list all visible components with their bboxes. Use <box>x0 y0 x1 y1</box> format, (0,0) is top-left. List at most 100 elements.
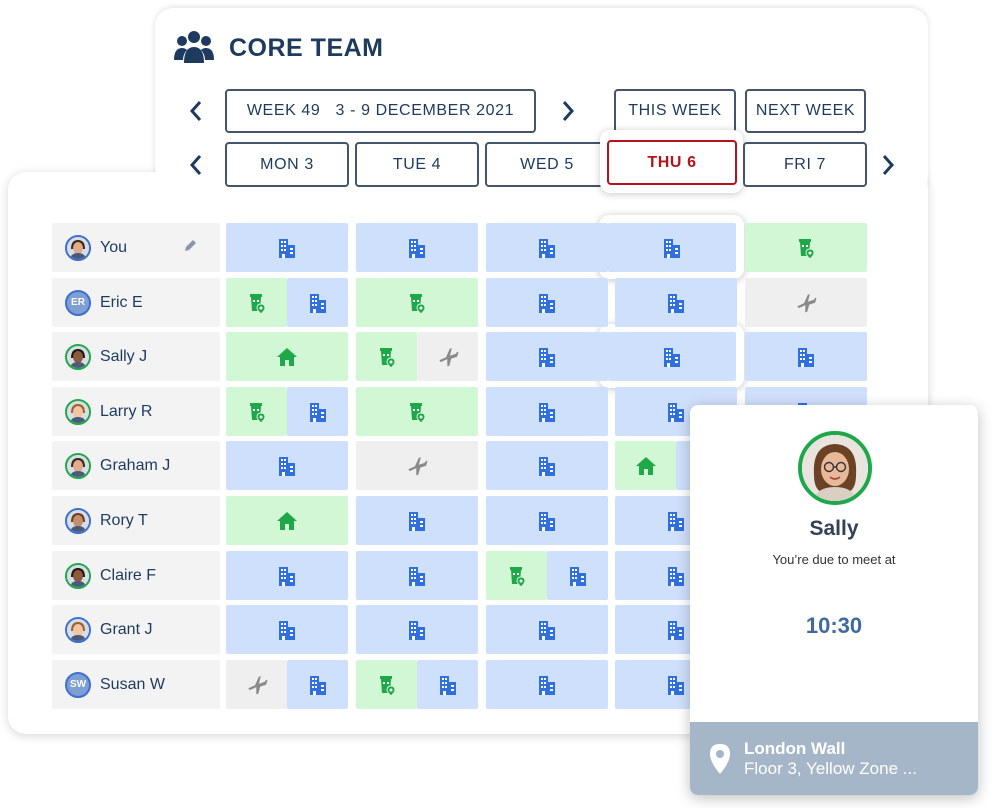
office-building-icon <box>276 619 298 641</box>
schedule-cell-home[interactable] <box>615 441 676 490</box>
person-row-label[interactable]: ER Eric E <box>52 278 220 327</box>
office-building-icon <box>536 674 558 696</box>
office-building-icon <box>661 237 683 259</box>
schedule-cell-office[interactable] <box>287 387 348 436</box>
next-week-button-text[interactable]: NEXT WEEK <box>745 89 866 133</box>
person-row-label[interactable]: Claire F <box>52 551 220 600</box>
schedule-cell-office[interactable] <box>486 387 608 436</box>
schedule-cell-office[interactable] <box>287 278 348 327</box>
schedule-cell-green-pin[interactable] <box>356 387 478 436</box>
schedule-cell-green-pin[interactable] <box>486 551 547 600</box>
schedule-cell-green-pin[interactable] <box>745 223 867 272</box>
next-days-button[interactable] <box>876 150 900 180</box>
office-building-icon <box>665 565 687 587</box>
person-row-label[interactable]: Sally J <box>52 332 220 381</box>
prev-days-button[interactable] <box>184 150 208 180</box>
schedule-cell-office[interactable] <box>486 605 608 654</box>
schedule-cell-office[interactable] <box>226 605 348 654</box>
schedule-cell-home[interactable] <box>226 496 348 545</box>
office-building-icon <box>406 619 428 641</box>
this-week-button[interactable]: THIS WEEK <box>614 89 736 133</box>
home-icon <box>276 346 298 368</box>
schedule-cell-office[interactable] <box>356 605 478 654</box>
person-photo-icon <box>802 435 868 501</box>
office-building-icon <box>665 401 687 423</box>
schedule-cell-travel[interactable] <box>226 660 287 709</box>
office-building-icon <box>665 510 687 532</box>
schedule-cell-office[interactable] <box>615 278 737 327</box>
day-tab-wed[interactable]: WED 5 <box>485 142 609 187</box>
schedule-cell-office[interactable] <box>486 278 608 327</box>
office-building-icon <box>536 292 558 314</box>
popup-location[interactable]: London Wall Floor 3, Yellow Zone ... <box>690 722 978 795</box>
schedule-cell-office[interactable] <box>486 332 608 381</box>
schedule-cell-green-pin[interactable] <box>226 278 287 327</box>
schedule-cell-office[interactable] <box>486 496 608 545</box>
person-name: Eric E <box>100 293 143 311</box>
schedule-cell-office[interactable] <box>287 660 348 709</box>
office-building-icon <box>276 565 298 587</box>
person-photo-icon <box>67 509 89 532</box>
office-building-icon <box>307 674 329 696</box>
schedule-cell-travel[interactable] <box>356 441 478 490</box>
location-building-icon <box>246 401 268 423</box>
chevron-left-icon <box>189 101 202 121</box>
person-row-label[interactable]: SW Susan W <box>52 660 220 709</box>
day-tab-thu[interactable]: THU 6 <box>607 140 737 185</box>
office-building-icon <box>536 455 558 477</box>
prev-week-button[interactable] <box>184 96 208 126</box>
avatar <box>65 616 91 643</box>
next-week-button[interactable] <box>556 96 580 126</box>
avatar <box>65 507 91 534</box>
schedule-cell-office[interactable] <box>608 332 736 381</box>
schedule-cell-office[interactable] <box>745 332 867 381</box>
person-row-label[interactable]: Larry R <box>52 387 220 436</box>
location-title: London Wall <box>744 738 846 758</box>
person-photo-icon <box>67 345 89 368</box>
schedule-cell-office[interactable] <box>226 223 348 272</box>
schedule-cell-travel[interactable] <box>417 332 478 381</box>
person-row-label[interactable]: Graham J <box>52 441 220 490</box>
schedule-cell-office[interactable] <box>486 441 608 490</box>
week-selector[interactable]: WEEK 49 3 - 9 DECEMBER 2021 <box>225 89 536 133</box>
avatar-initials: ER <box>71 297 85 308</box>
person-name: Sally J <box>100 347 148 365</box>
day-tab-tue[interactable]: TUE 4 <box>355 142 479 187</box>
person-row-label[interactable]: Rory T <box>52 496 220 545</box>
schedule-cell-green-pin[interactable] <box>356 278 478 327</box>
person-row-label[interactable]: You <box>52 223 220 272</box>
meeting-popup[interactable]: Sally You’re due to meet at 10:30 London… <box>690 405 978 795</box>
schedule-cell-office[interactable] <box>356 223 478 272</box>
schedule-cell-green-pin[interactable] <box>356 660 417 709</box>
office-building-icon <box>536 510 558 532</box>
schedule-cell-green-pin[interactable] <box>356 332 417 381</box>
location-building-icon <box>246 292 268 314</box>
schedule-cell-travel[interactable] <box>745 278 867 327</box>
person-name: You <box>100 238 127 256</box>
day-tab-mon[interactable]: MON 3 <box>225 142 349 187</box>
popup-subtitle: You’re due to meet at <box>772 552 896 567</box>
schedule-cell-office[interactable] <box>486 223 608 272</box>
schedule-cell-home[interactable] <box>226 332 348 381</box>
schedule-cell-office[interactable] <box>356 551 478 600</box>
person-row-label[interactable]: Grant J <box>52 605 220 654</box>
location-building-icon <box>376 346 398 368</box>
chevron-left-icon <box>189 155 202 175</box>
person-name: Larry R <box>100 402 153 420</box>
avatar <box>65 452 91 479</box>
schedule-cell-office[interactable] <box>226 441 348 490</box>
location-building-icon <box>376 674 398 696</box>
schedule-cell-office[interactable] <box>417 660 478 709</box>
avatar <box>65 234 91 261</box>
schedule-cell-office[interactable] <box>547 551 608 600</box>
day-tab-fri[interactable]: FRI 7 <box>743 142 867 187</box>
schedule-cell-office[interactable] <box>226 551 348 600</box>
schedule-cell-office[interactable] <box>608 223 736 272</box>
office-building-icon <box>665 674 687 696</box>
location-pin-icon <box>710 743 730 774</box>
schedule-cell-office[interactable] <box>486 660 608 709</box>
schedule-cell-green-pin[interactable] <box>226 387 287 436</box>
schedule-cell-office[interactable] <box>356 496 478 545</box>
location-building-icon <box>406 401 428 423</box>
pencil-icon[interactable] <box>182 238 198 254</box>
